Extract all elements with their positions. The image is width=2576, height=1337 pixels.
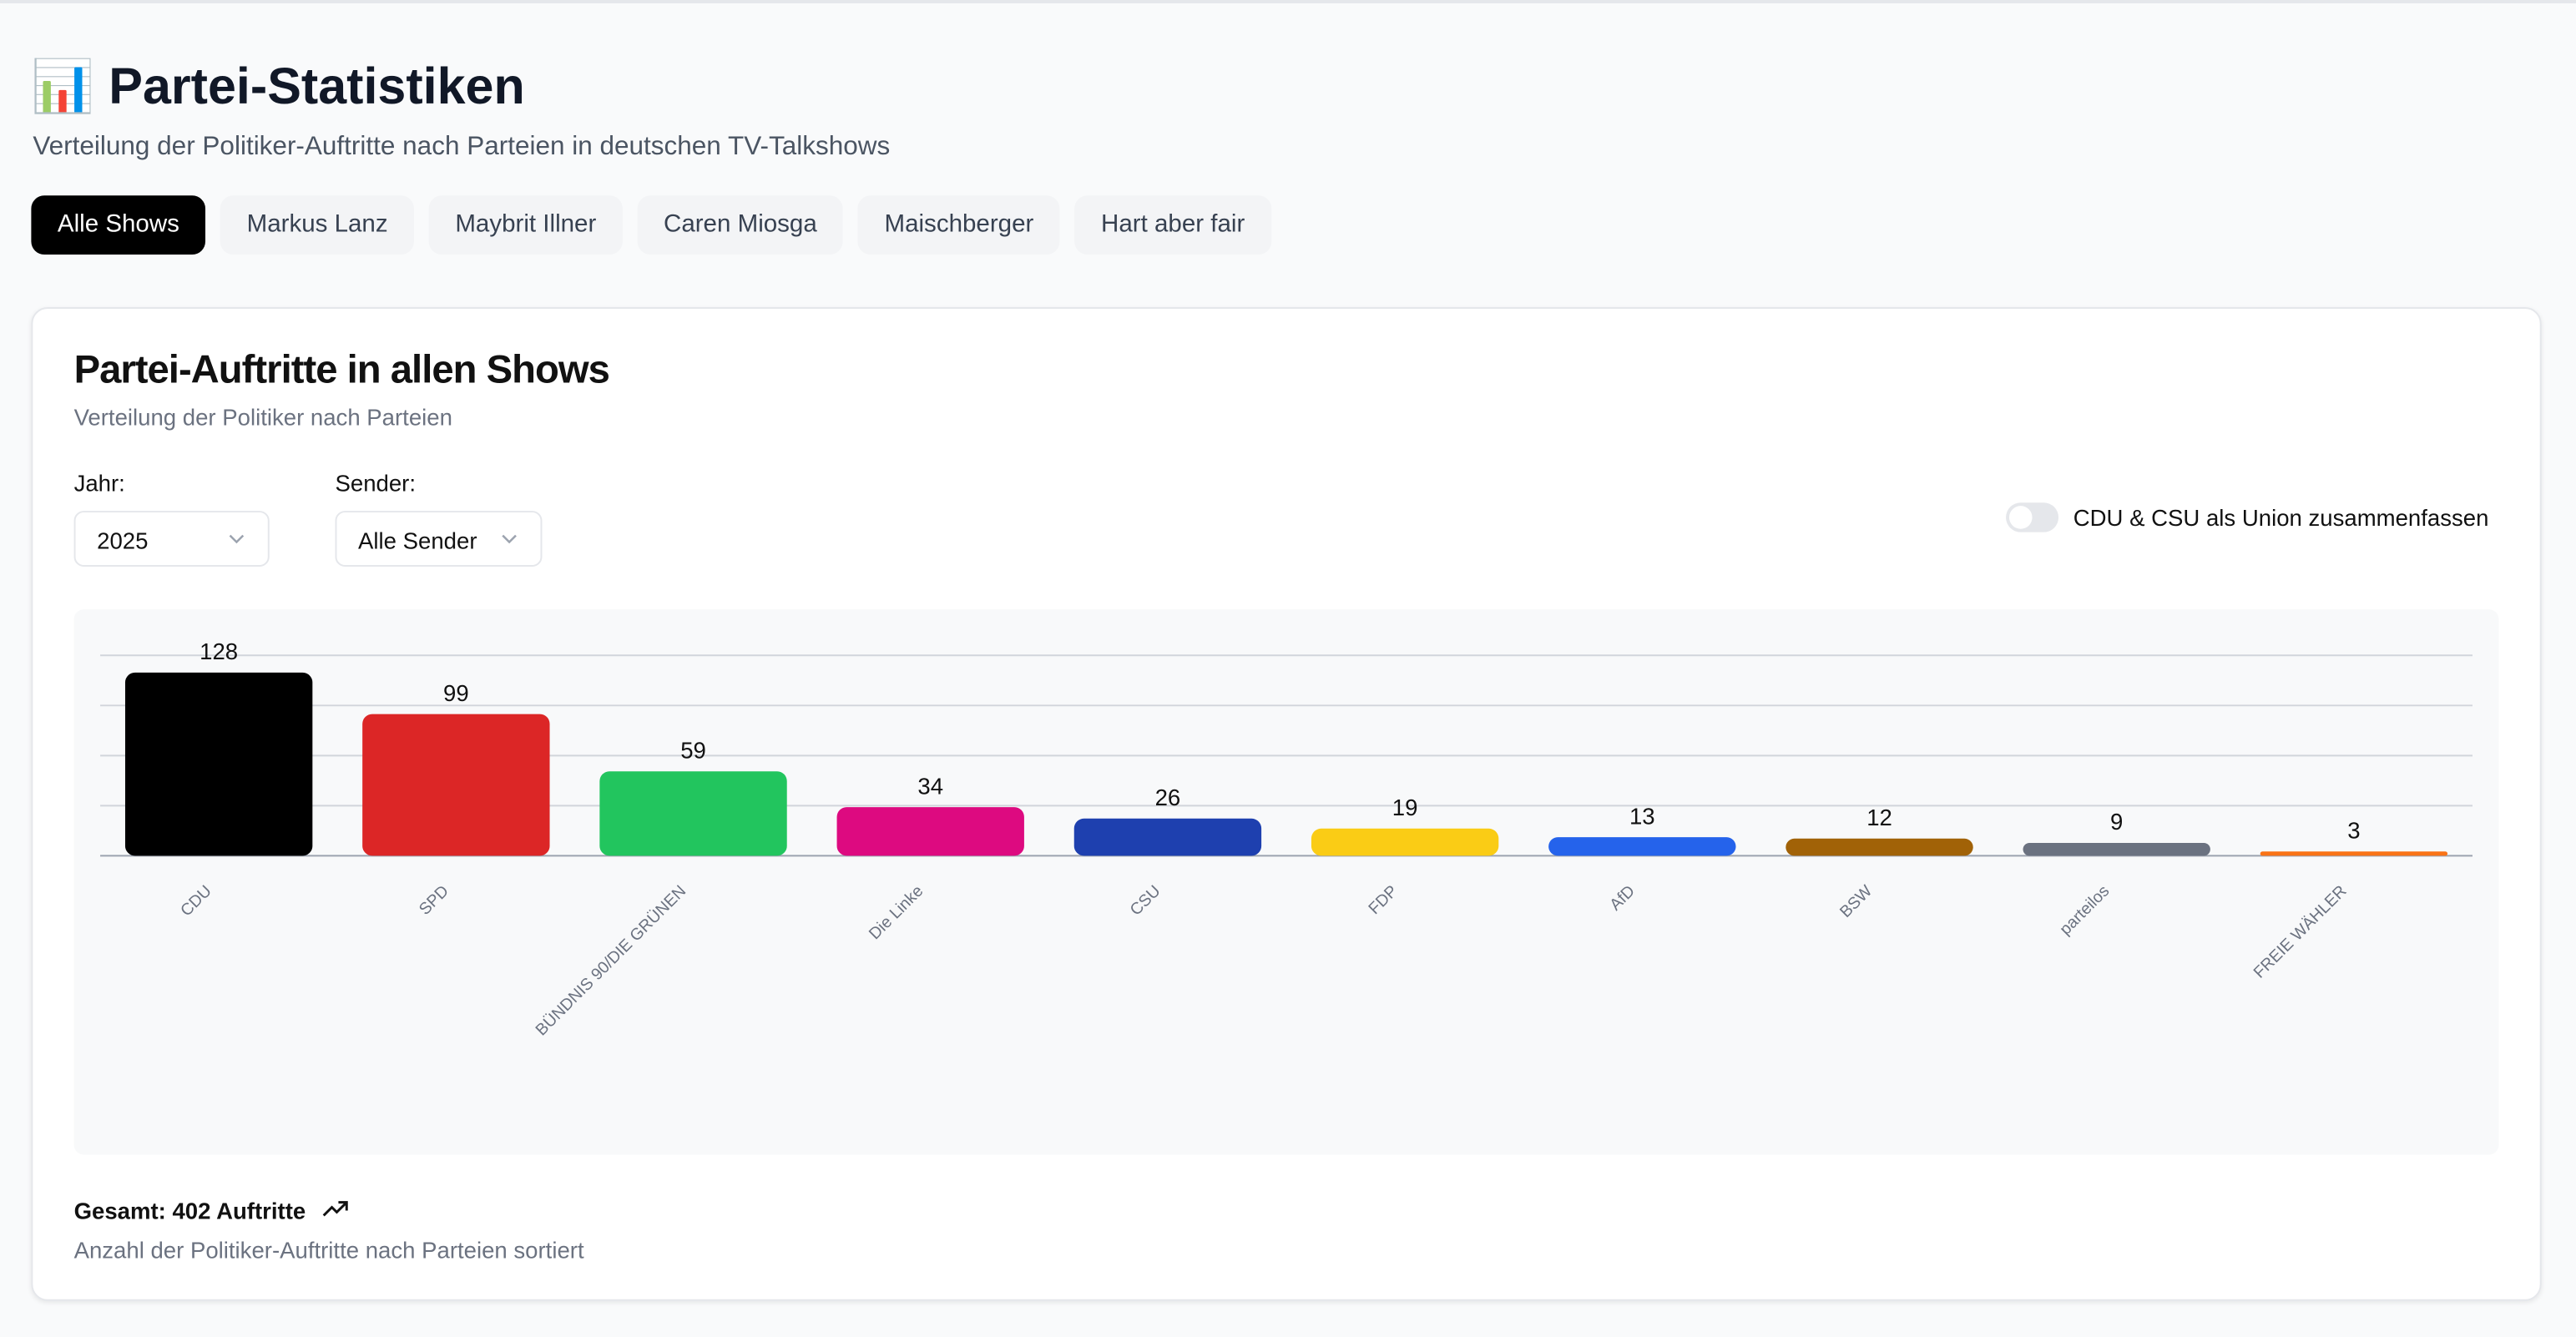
bar [2260,851,2448,856]
data-label: 19 [1392,795,1418,820]
chart-card: Partei-Auftritte in allen Shows Verteilu… [31,307,2542,1301]
x-tick-label: parteilos [2056,882,2113,939]
data-label: 9 [2110,809,2123,835]
x-tick-label: FDP [1365,882,1401,918]
card-subtitle: Verteilung der Politiker nach Parteien [73,404,452,431]
tab[interactable]: Hart aber fair [1074,195,1271,255]
filter-label: Jahr: [73,469,125,497]
total: Gesamt: 402 Auftritte [74,1198,349,1223]
x-tick-label: BÜNDNIS 90/DIE GRÜNEN [533,882,690,1040]
x-tick-label: SPD [416,882,452,919]
data-label: 99 [443,680,469,706]
x-tick-label: AfD [1606,882,1639,915]
channel-select[interactable]: Alle Sender [335,511,543,567]
union-toggle[interactable] [2006,502,2059,532]
bar [124,672,313,856]
select-value: Alle Sender [358,527,477,554]
x-tick-label: CSU [1127,882,1164,920]
bar [362,714,550,856]
total-text: Gesamt: 402 Auftritte [73,1197,306,1224]
page-subtitle: Verteilung der Politiker-Auftritte nach … [33,133,891,161]
page-title: 📊 Partei-Statistiken [31,57,525,115]
x-tick-label: CDU [177,882,215,921]
tab[interactable]: Caren Miosga [637,195,844,255]
data-label: 12 [1866,805,1892,830]
tab[interactable]: Alle Shows [31,195,206,255]
tab[interactable]: Maybrit Illner [428,195,623,255]
chevron [502,534,517,544]
year-select[interactable]: 2025 [73,511,270,567]
filter-label: Sender: [335,469,417,497]
data-label: 13 [1629,803,1655,829]
bar [1548,837,1736,856]
tab[interactable]: Markus Lanz [220,195,415,255]
bar [1311,828,1499,856]
data-label: 128 [200,638,238,664]
chart: CDU 128 SPD 99 BÜNDNIS 90/DIE GRÜNEN 59 Die Li… [100,638,2473,1040]
show-tabs: Alle Shows Markus Lanz Maybrit Illner Ca… [31,195,1271,255]
card-title: Partei-Auftritte in allen Shows [73,348,610,393]
tab[interactable]: Maischberger [857,195,1060,255]
trend-icon [322,1201,348,1217]
chevron [229,534,245,544]
x-tick-label: Die Linke [866,882,927,944]
bar [1786,838,1973,856]
data-label: 3 [2347,817,2360,843]
bar [836,807,1024,856]
toggle-label: CDU & CSU als Union zusammenfassen [2073,504,2489,531]
bar [1073,818,1262,856]
data-label: 26 [1155,785,1181,810]
top-border [0,0,2576,3]
bar [2023,842,2210,856]
data-label: 34 [917,773,943,799]
select-value: 2025 [97,527,149,554]
data-label: 59 [680,737,706,763]
x-tick-label: BSW [1836,881,1876,921]
x-tick-label: FREIE WÄHLER [2250,882,2351,982]
chart-area: CDU 128 SPD 99 BÜNDNIS 90/DIE GRÜNEN 59 Die Li… [73,609,2499,1155]
footnote: Anzahl der Politiker-Auftritte nach Part… [73,1236,584,1264]
bar [599,771,787,856]
